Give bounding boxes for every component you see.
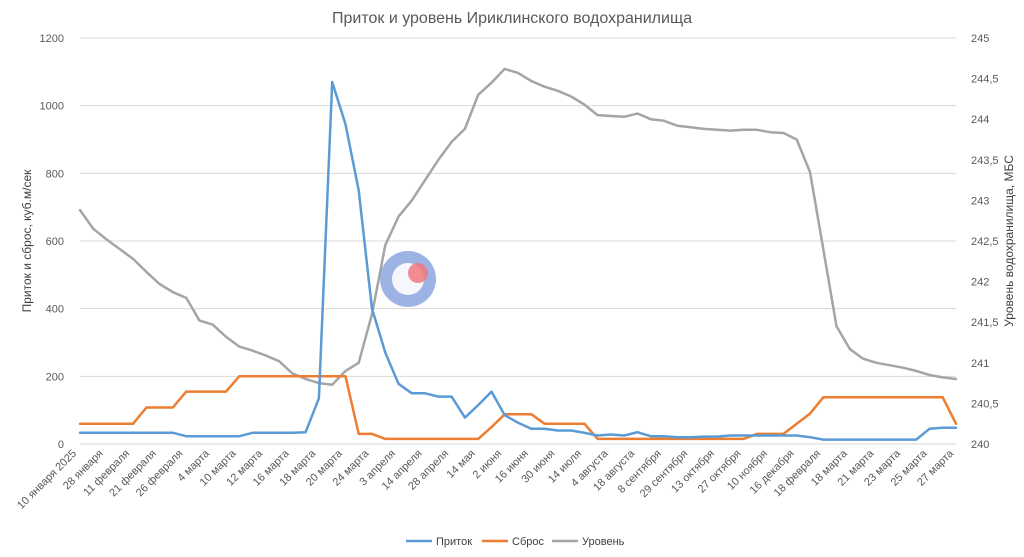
series-lines	[80, 69, 956, 440]
y-right-tick-label: 244	[971, 114, 989, 126]
y-right-tick-label: 243	[971, 195, 989, 207]
y-left-tick-label: 1000	[40, 101, 64, 113]
y-left-tick-label: 600	[46, 236, 64, 248]
y-axis-left-label: Приток и сброс, куб.м/сек	[20, 169, 34, 313]
y-right-tick-label: 241	[971, 358, 989, 370]
y-axis-right-ticks: 240 240,5 241 241,5 242 242,5 243 243,5 244 244,5…	[971, 33, 999, 451]
y-left-tick-label: 800	[46, 168, 64, 180]
series-line-2	[80, 376, 956, 439]
y-right-tick-label: 242,5	[971, 236, 999, 248]
y-left-tick-label: 0	[58, 439, 64, 451]
y-axis-right-label: Уровень водохранилища, МБС	[1002, 155, 1016, 327]
y-axis-left-ticks: 0 200 400 600 800 1000 1200	[40, 33, 64, 451]
grid	[80, 38, 956, 444]
series-line-3	[80, 69, 956, 385]
legend-label: Приток	[436, 536, 472, 548]
y-left-tick-label: 400	[46, 304, 64, 316]
y-left-tick-label: 200	[46, 371, 64, 383]
y-right-tick-label: 240,5	[971, 398, 999, 410]
chart-title: Приток и уровень Ириклинского водохранил…	[332, 10, 692, 27]
y-right-tick-label: 241,5	[971, 317, 999, 329]
y-right-tick-label: 242	[971, 277, 989, 289]
y-right-tick-label: 243,5	[971, 155, 999, 167]
watermark-logo-dot-icon	[408, 263, 428, 283]
y-left-tick-label: 1200	[40, 33, 64, 45]
legend-label: Сброс	[512, 536, 544, 548]
legend-label: Уровень	[582, 536, 625, 548]
watermark: Урал56.Ру	[380, 251, 647, 307]
y-right-tick-label: 240	[971, 439, 989, 451]
legend: Приток Сброс Уровень	[406, 536, 625, 548]
y-right-tick-label: 245	[971, 33, 989, 45]
y-right-tick-label: 244,5	[971, 74, 999, 86]
watermark-text: Урал56.Ру	[446, 259, 647, 303]
